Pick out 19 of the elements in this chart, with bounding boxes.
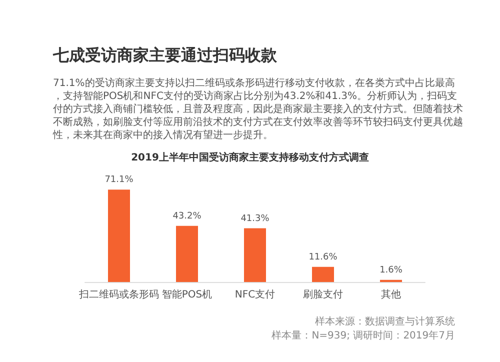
x-tick-label: 扫二维码或条形码 (78, 288, 159, 300)
x-tick-label: 智能POS机 (162, 288, 212, 300)
x-axis-title: 2019上半年中国受访商家主要支持移动支付方式调查 (131, 152, 369, 164)
chart-subtitle: 71.1%的受访商家主要支持以扫二维码或条形码进行移动支付收款，在各类方式中占比最高，支持智能POS机和NFC支付的受访商家占比分别为43.2%和41.3%。分析师认为，扫码支付的方式接入商铺门槛较低，且普及程度高，因此是商家最主要接入的支付方式。但随着技术不断成熟，如刷脸支付等应用前沿技术的支付方式在支付效率改善等环节较扫码支付更具优越性，未来其在商家中的接入情况有望进一步提升。 (52, 77, 463, 141)
bar (244, 228, 266, 282)
bar (108, 190, 130, 282)
bar (312, 266, 334, 282)
x-tick-label: 刷脸支付 (303, 288, 343, 300)
text: 样本来源：数据调查与计算系统 (315, 316, 455, 328)
text: 样本量：N=939; 调研时间：2019年7月 (272, 330, 456, 342)
bar (176, 226, 198, 282)
data-label: 41.3% (240, 214, 270, 224)
data-label: 11.6% (308, 252, 338, 262)
x-tick-label: NFC支付 (234, 288, 276, 300)
data-label: 71.1% (104, 175, 134, 186)
chart-title: 七成受访商家主要通过扫码收款 (52, 46, 278, 64)
data-label: 1.6% (380, 265, 403, 276)
x-tick-label: 其他 (381, 288, 401, 300)
data-label: 43.2% (172, 211, 202, 222)
